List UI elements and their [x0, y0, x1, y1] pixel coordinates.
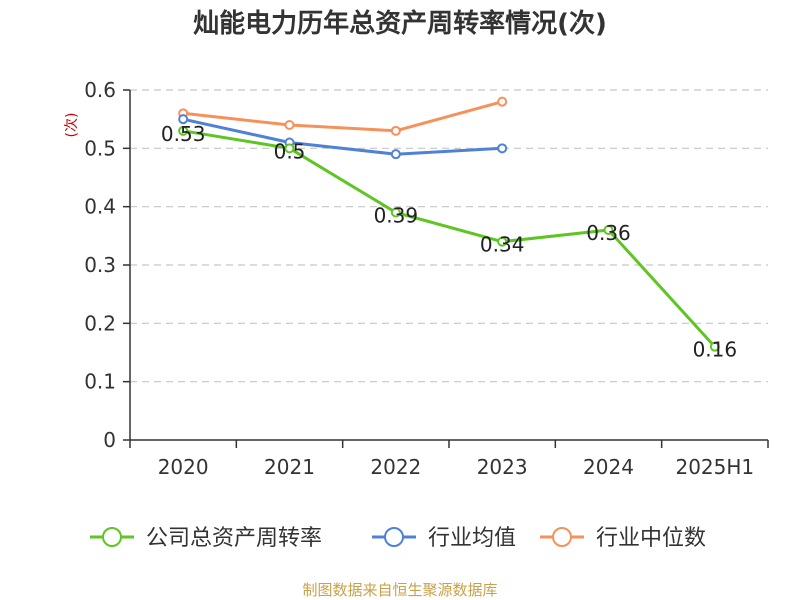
legend: 公司总资产周转率 行业均值 行业中位数 — [90, 526, 706, 551]
data-label-2024: 0.36 — [586, 221, 631, 245]
data-labels: 0.53 0.5 0.39 0.34 0.36 0.16 — [161, 122, 737, 362]
y-tick-label-0.1: 0.1 — [84, 370, 116, 394]
y-tick-label-0: 0 — [103, 428, 116, 452]
y-tick-label-0.6: 0.6 — [84, 78, 116, 102]
data-label-2023: 0.34 — [480, 233, 525, 257]
series-1-point-2022 — [390, 149, 401, 160]
x-tick-label-2024: 2024 — [583, 455, 634, 479]
legend-label-2: 行业中位数 — [596, 526, 706, 551]
series-0-point-2021 — [284, 143, 295, 154]
data-label-2021: 0.5 — [274, 139, 306, 163]
x-tick-label-2025H1: 2025H1 — [675, 455, 754, 479]
chart-title: 灿能电力历年总资产周转率情况(次) — [193, 8, 607, 39]
series-0-point-2023 — [497, 236, 508, 247]
data-label-2025H1: 0.16 — [693, 338, 738, 362]
legend-label-0: 公司总资产周转率 — [146, 526, 322, 551]
x-tick-label-2021: 2021 — [264, 455, 315, 479]
series-line-0 — [182, 129, 716, 348]
y-tick-label-0.3: 0.3 — [84, 253, 116, 277]
series-0-point-2025H1 — [709, 341, 720, 352]
legend-marker-0 — [102, 527, 122, 547]
series-1-point-2023 — [497, 143, 508, 154]
source-note: 制图数据来自恒生聚源数据库 — [302, 581, 497, 599]
series-0-point-2020 — [178, 125, 189, 136]
series-line-1 — [182, 117, 503, 156]
series-0-point-2024 — [603, 225, 614, 235]
legend-marker-2 — [552, 527, 572, 547]
series-2-point-2023 — [497, 96, 508, 107]
y-tick-label-0.5: 0.5 — [84, 136, 116, 160]
series-1-point-2020 — [178, 114, 189, 125]
x-tick-label-2022: 2022 — [370, 455, 421, 479]
legend-label-1: 行业均值 — [428, 526, 516, 551]
y-tick-label-0.4: 0.4 — [84, 195, 116, 219]
series-2-point-2022 — [390, 125, 401, 136]
axes: 0 0.1 0.2 0.3 0.4 0.5 0.6 2020 2021 2022 2023 2024 2… — [84, 78, 769, 479]
x-tick-label-2020: 2020 — [158, 455, 209, 479]
series-0-point-2022 — [390, 207, 401, 218]
y-axis-label: (次) — [64, 113, 80, 138]
series-2-point-2021 — [284, 120, 295, 130]
legend-marker-1 — [384, 527, 404, 547]
y-tick-label-0.2: 0.2 — [84, 311, 116, 335]
grid-lines — [130, 89, 768, 383]
series-layer — [178, 96, 720, 352]
series-line-2 — [183, 100, 503, 133]
x-tick-label-2023: 2023 — [477, 455, 528, 479]
data-label-2022: 0.39 — [374, 204, 419, 228]
data-label-2020: 0.53 — [161, 122, 206, 146]
